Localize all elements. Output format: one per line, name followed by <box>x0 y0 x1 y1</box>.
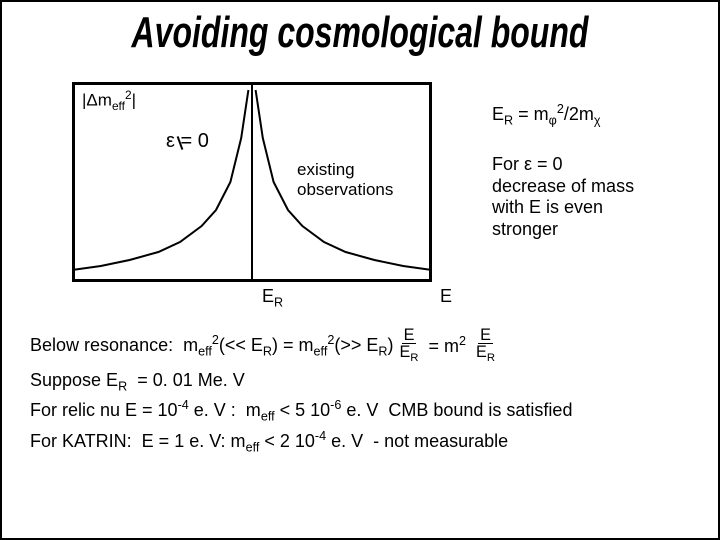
side-note-line: with E is even <box>492 197 634 219</box>
expr-eq: = m2 <box>428 334 466 357</box>
frac-num: E <box>478 327 493 344</box>
side-note-line: For ε = 0 <box>492 154 634 176</box>
x-label-er: ER <box>262 286 283 310</box>
side-note-line: decrease of mass <box>492 176 634 198</box>
er-tick <box>251 85 253 282</box>
below-resonance-row: Below resonance: meff2(<< ER) = meff2(>>… <box>30 327 497 365</box>
side-note: For ε = 0 decrease of mass with E is eve… <box>492 154 634 240</box>
x-label-e: E <box>440 286 452 307</box>
side-note-line: stronger <box>492 219 634 241</box>
er-equation: ER = mφ2/2mχ <box>492 102 600 128</box>
frac-den: ER <box>397 344 420 365</box>
slide-title: Avoiding cosmological bound <box>2 8 718 58</box>
fraction-1: E ER <box>397 327 420 365</box>
bottom-line-3: For KATRIN: E = 1 e. V: meff < 2 10-4 e.… <box>30 427 698 457</box>
frac-den: ER <box>474 344 497 365</box>
bottom-line-1: Suppose ER = 0. 01 Me. V <box>30 367 698 396</box>
bottom-text: Suppose ER = 0. 01 Me. V For relic nu E … <box>30 367 698 457</box>
below-resonance-lead: Below resonance: <box>30 335 173 356</box>
frac-num: E <box>402 327 417 344</box>
bottom-line-2: For relic nu E = 10-4 e. V : meff < 5 10… <box>30 396 698 426</box>
expr-lhs: meff2(<< ER) = meff2(>> ER) <box>183 333 393 359</box>
fraction-2: E ER <box>474 327 497 365</box>
